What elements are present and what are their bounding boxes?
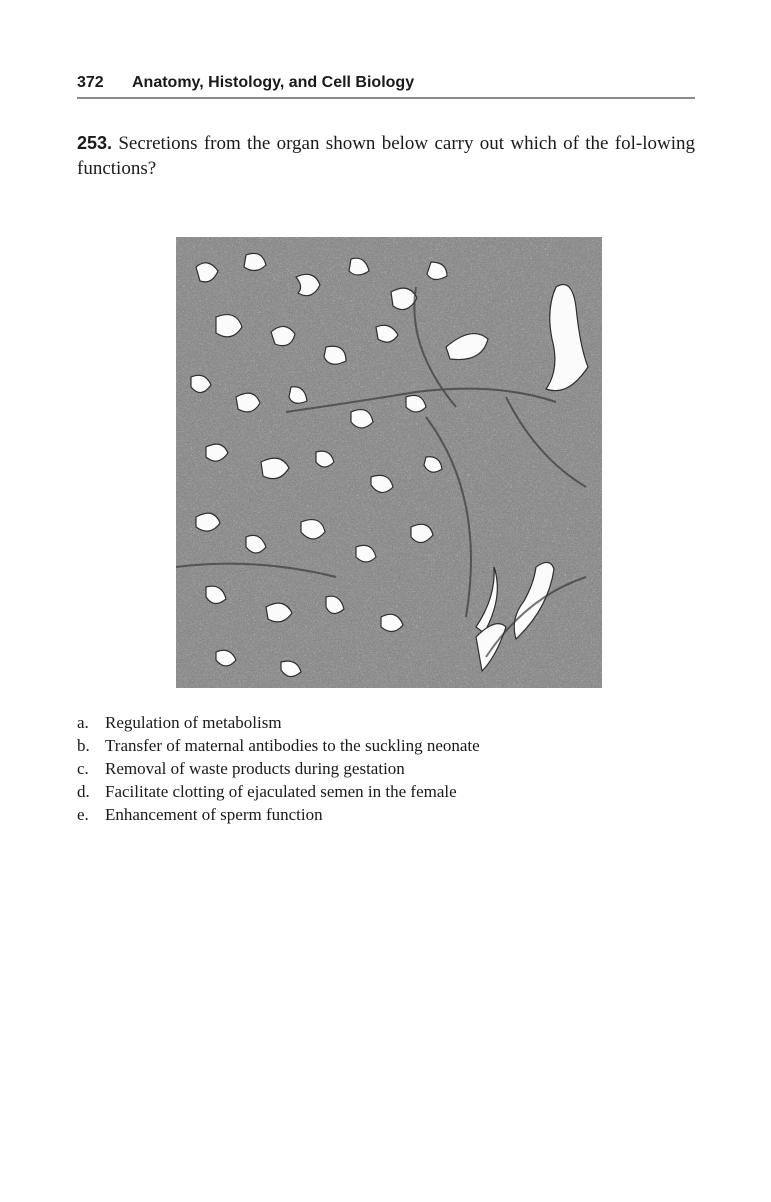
choice-text: Transfer of maternal antibodies to the s… bbox=[105, 736, 480, 755]
choice-letter: e. bbox=[77, 805, 89, 824]
answer-choices: a. Regulation of metabolism b. Transfer … bbox=[77, 711, 695, 826]
choice-text: Regulation of metabolism bbox=[105, 713, 282, 732]
choice-letter: a. bbox=[77, 713, 89, 732]
question: 253. Secretions from the organ shown bel… bbox=[77, 131, 695, 181]
choice-text: Facilitate clotting of ejaculated semen … bbox=[105, 782, 457, 801]
running-header: 372 Anatomy, Histology, and Cell Biology bbox=[77, 72, 695, 94]
choice-b: b. Transfer of maternal antibodies to th… bbox=[77, 734, 695, 757]
micrograph-svg bbox=[176, 237, 602, 688]
header-rule bbox=[77, 97, 695, 99]
choice-a: a. Regulation of metabolism bbox=[77, 711, 695, 734]
choice-c: c. Removal of waste products during gest… bbox=[77, 757, 695, 780]
choice-d: d. Facilitate clotting of ejaculated sem… bbox=[77, 780, 695, 803]
choice-letter: d. bbox=[77, 782, 90, 801]
choice-letter: b. bbox=[77, 736, 90, 755]
choice-text: Enhancement of sperm function bbox=[105, 805, 323, 824]
question-text: Secretions from the organ shown below ca… bbox=[77, 133, 695, 179]
choice-letter: c. bbox=[77, 759, 89, 778]
question-number: 253. bbox=[77, 133, 113, 153]
running-title: Anatomy, Histology, and Cell Biology bbox=[132, 74, 415, 91]
page-number: 372 bbox=[77, 74, 104, 91]
micrograph-image bbox=[176, 237, 602, 688]
choice-text: Removal of waste products during gestati… bbox=[105, 759, 405, 778]
choice-e: e. Enhancement of sperm function bbox=[77, 803, 695, 826]
